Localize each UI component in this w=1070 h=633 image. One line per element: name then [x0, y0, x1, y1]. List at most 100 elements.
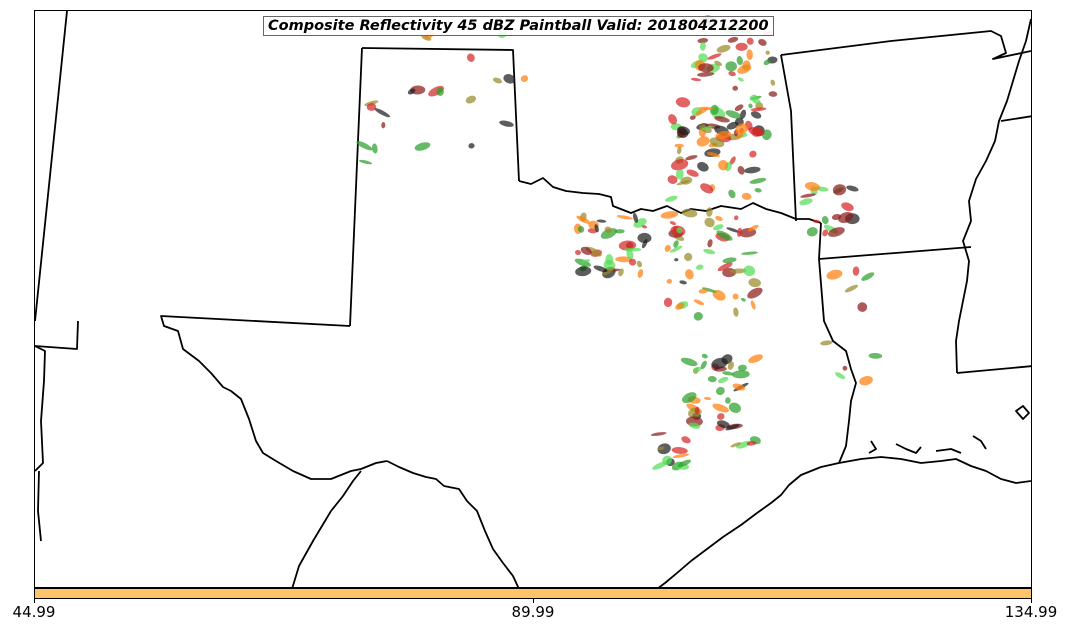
- paintball-cell: [684, 252, 693, 262]
- paintball-cell: [722, 371, 734, 376]
- paintball-cell: [693, 311, 703, 321]
- paintball-cell: [716, 44, 731, 53]
- paintball-cell: [665, 195, 678, 202]
- paintball-cell: [709, 137, 725, 148]
- paintball-cell: [624, 247, 642, 252]
- paintball-cell: [737, 77, 744, 82]
- paintball-cell: [701, 353, 708, 359]
- paintball-cell: [846, 185, 859, 192]
- paintball-cell: [739, 109, 747, 120]
- paintball-cell: [603, 259, 616, 271]
- paintball-cell: [729, 268, 747, 274]
- paintball-cell: [689, 115, 696, 120]
- az-sonora: [35, 345, 46, 472]
- colorbar-tick-0: [34, 599, 35, 603]
- paintball-cell: [657, 443, 671, 455]
- paintball-cell: [712, 403, 729, 413]
- paintball-cell: [657, 446, 665, 451]
- paintball-cell: [679, 280, 687, 285]
- paintball-cell: [673, 240, 679, 248]
- paintball-cell: [718, 160, 729, 171]
- paintball-cell: [748, 278, 761, 288]
- paintball-cell: [716, 230, 733, 241]
- paintball-cell: [806, 227, 818, 237]
- paintball-cell: [690, 77, 702, 82]
- paintball-cell: [770, 79, 776, 86]
- paintball-cell: [728, 402, 741, 413]
- paintball-cell: [693, 299, 705, 306]
- paintball-cell: [675, 97, 691, 108]
- paintball-cell: [717, 413, 725, 420]
- paintball-cell: [763, 59, 771, 66]
- paintball-cell: [600, 228, 618, 239]
- mexico-border-west: [291, 510, 332, 587]
- paintball-cell: [618, 268, 624, 277]
- map-title: Composite Reflectivity 45 dBZ Paintball …: [263, 16, 774, 36]
- colorbar-tick-label-min: 44.99: [12, 603, 56, 621]
- paintball-cell: [698, 63, 714, 73]
- paintball-cell: [616, 215, 633, 220]
- mexico-inner: [330, 470, 362, 512]
- paintball-cell: [725, 110, 741, 119]
- paintball-cell: [725, 397, 731, 404]
- paintball-cell: [750, 300, 756, 310]
- map-frame: [34, 10, 1032, 588]
- paintball-cell: [725, 61, 737, 72]
- gulf-coast: [838, 456, 1031, 484]
- paintball-cell: [694, 406, 700, 415]
- state-boundaries: [35, 11, 1031, 587]
- paintball-cell: [748, 103, 753, 109]
- paintball-cell: [676, 180, 690, 186]
- paintball-cell: [664, 244, 671, 252]
- nm-sw-step: [35, 320, 79, 350]
- paintball-cell: [748, 354, 763, 364]
- paintball-cell: [736, 227, 743, 237]
- paintball-cell: [636, 260, 643, 268]
- paintball-cell: [704, 396, 712, 401]
- paintball-cell: [831, 214, 842, 220]
- paintball-cell: [744, 166, 761, 174]
- paintball-cell: [666, 278, 673, 284]
- paintball-cell: [686, 169, 699, 177]
- paintball-cell: [714, 60, 723, 66]
- ar-north: [780, 30, 1031, 60]
- paintball-cell: [707, 239, 713, 248]
- paintball-cell: [637, 269, 644, 278]
- paintball-cell: [706, 207, 713, 217]
- paintball-cell: [371, 143, 378, 154]
- paintball-cell: [359, 159, 373, 165]
- paintball-cell: [715, 216, 723, 221]
- paintball-cell: [596, 219, 607, 223]
- paintball-cell: [812, 219, 820, 224]
- paintball-cell: [594, 224, 599, 233]
- paintball-cell: [677, 146, 682, 155]
- paintball-cell: [685, 155, 698, 161]
- paintball-cell: [852, 266, 860, 276]
- paintball-cell: [747, 224, 759, 232]
- paintball-cell: [366, 103, 377, 111]
- paintball-cell: [826, 269, 843, 280]
- paintball-cell: [727, 36, 739, 43]
- paintball-cell: [768, 91, 778, 97]
- paintball-cell: [714, 116, 730, 123]
- ar-west: [818, 222, 857, 464]
- paintball-cell: [741, 192, 752, 200]
- paintball-cell: [717, 262, 733, 272]
- paintball-cell: [754, 188, 762, 193]
- paintball-cell: [732, 293, 739, 300]
- paintball-cell: [499, 120, 514, 127]
- colorbar: [34, 588, 1032, 599]
- ok-east-border: [780, 54, 797, 222]
- paintball-cell: [662, 455, 673, 465]
- paintball-cell: [729, 156, 736, 165]
- paintball-cell: [713, 224, 724, 231]
- colorbar-tick-label-max: 134.99: [1004, 603, 1058, 621]
- paintball-cell: [740, 297, 746, 302]
- paintball-cell: [752, 98, 761, 105]
- la-east: [956, 365, 1031, 374]
- paintball-cell: [859, 376, 873, 386]
- paintball-cell: [697, 71, 715, 77]
- paintball-blobs: [356, 15, 883, 471]
- paintball-cell: [675, 169, 684, 180]
- paintball-cell: [734, 104, 744, 111]
